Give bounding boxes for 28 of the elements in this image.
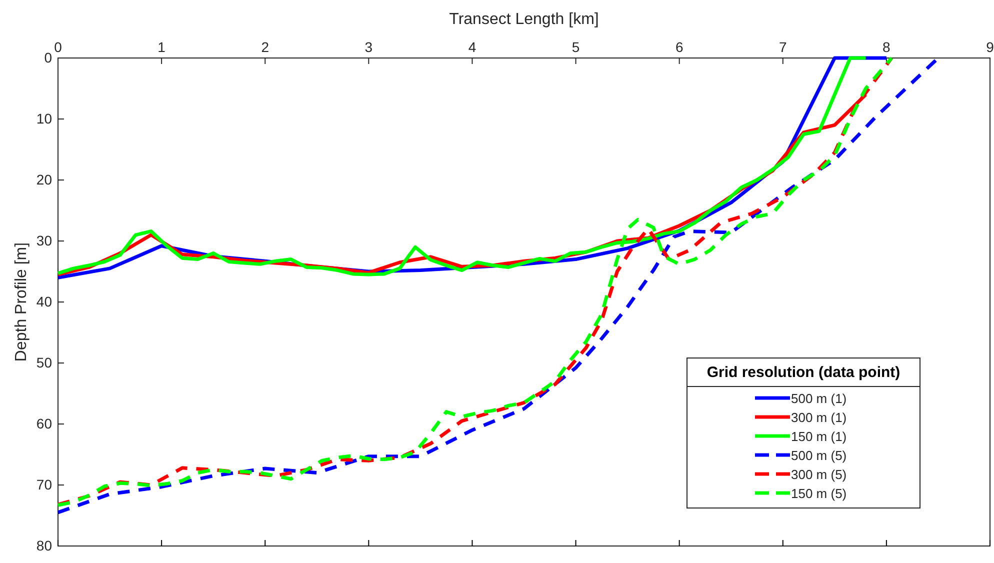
y-tick-label: 10 (36, 110, 52, 126)
x-tick-label: 1 (158, 39, 166, 55)
legend-label: 500 m (1) (791, 391, 847, 406)
y-tick-label: 80 (36, 537, 52, 554)
legend-label: 150 m (5) (791, 486, 847, 501)
x-tick-label: 6 (675, 39, 684, 55)
legend-label: 300 m (5) (791, 467, 847, 482)
y-tick-label: 40 (36, 293, 52, 310)
x-tick-label: 0 (54, 39, 62, 55)
legend-label: 500 m (5) (791, 448, 847, 463)
y-tick-label: 20 (36, 171, 52, 188)
x-tick-label: 4 (468, 39, 476, 55)
y-tick-label: 30 (36, 232, 52, 248)
legend-label: 300 m (1) (791, 410, 847, 425)
y-tick-label: 50 (36, 354, 52, 370)
x-tick-label: 5 (572, 39, 580, 55)
y-axis-title: Depth Profile [m] (13, 242, 30, 362)
legend-title: Grid resolution (data point) (706, 364, 900, 381)
y-tick-label: 0 (44, 49, 52, 66)
x-tick-label: 9 (986, 39, 994, 55)
legend-label: 150 m (1) (791, 429, 847, 444)
x-tick-label: 2 (261, 39, 270, 55)
x-tick-label: 7 (778, 39, 787, 55)
y-tick-label: 60 (36, 415, 52, 432)
x-tick-label: 3 (364, 39, 373, 55)
x-tick-label: 8 (882, 39, 891, 55)
y-tick-label: 70 (36, 476, 52, 492)
x-axis-title: Transect Length [km] (449, 11, 599, 28)
